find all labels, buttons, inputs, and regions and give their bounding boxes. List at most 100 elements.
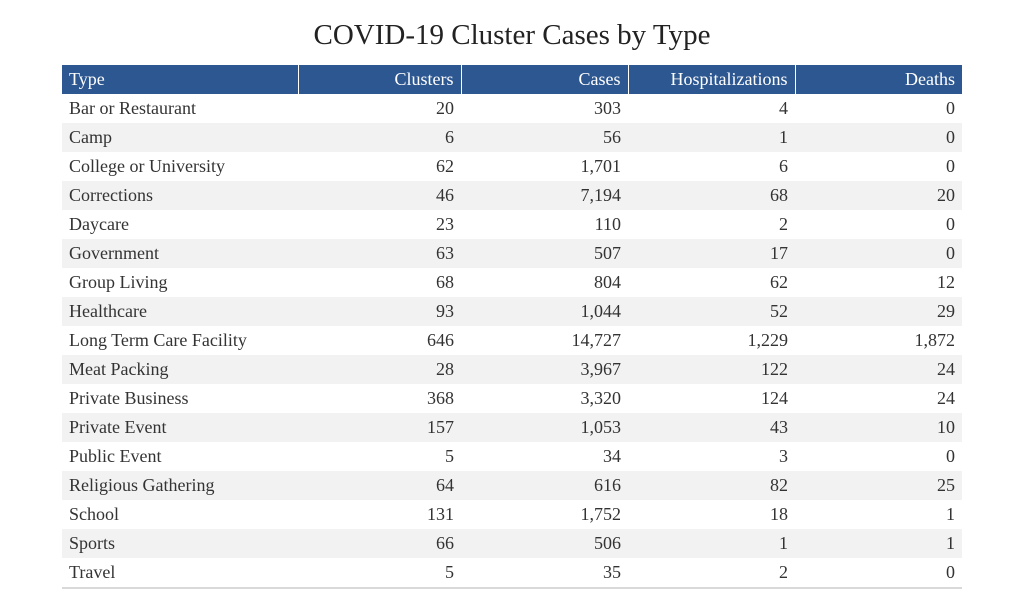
cell-cases: 1,701 xyxy=(461,152,628,181)
cell-clusters: 63 xyxy=(298,239,461,268)
chart-title: COVID-19 Cluster Cases by Type xyxy=(313,19,711,51)
cell-hospitalizations: 62 xyxy=(628,268,795,297)
cell-cases: 1,044 xyxy=(461,297,628,326)
cell-clusters: 64 xyxy=(298,471,461,500)
cell-type: Group Living xyxy=(62,268,298,297)
cell-cases: 1,752 xyxy=(461,500,628,529)
cell-hospitalizations: 17 xyxy=(628,239,795,268)
cell-clusters: 23 xyxy=(298,210,461,239)
table-row: School 131 1,752 18 1 xyxy=(62,500,962,529)
cell-hospitalizations: 1 xyxy=(628,123,795,152)
cell-deaths: 24 xyxy=(795,355,962,384)
cell-deaths: 0 xyxy=(795,152,962,181)
cell-deaths: 0 xyxy=(795,442,962,471)
cell-hospitalizations: 3 xyxy=(628,442,795,471)
cell-deaths: 10 xyxy=(795,413,962,442)
cell-type: Corrections xyxy=(62,181,298,210)
table-row: Daycare 23 110 2 0 xyxy=(62,210,962,239)
cell-type: Public Event xyxy=(62,442,298,471)
cell-cases: 804 xyxy=(461,268,628,297)
column-header-type[interactable]: Type xyxy=(62,65,299,94)
cell-type: Travel xyxy=(62,558,298,589)
cell-deaths: 0 xyxy=(795,123,962,152)
column-header-deaths[interactable]: Deaths xyxy=(795,65,962,94)
cell-type: School xyxy=(62,500,298,529)
cell-hospitalizations: 2 xyxy=(628,558,795,589)
cell-type: Healthcare xyxy=(62,297,298,326)
cell-type: Long Term Care Facility xyxy=(62,326,298,355)
table-row: Private Event 157 1,053 43 10 xyxy=(62,413,962,442)
column-header-cases[interactable]: Cases xyxy=(461,65,629,94)
cell-clusters: 28 xyxy=(298,355,461,384)
cell-cases: 3,320 xyxy=(461,384,628,413)
table-row: Religious Gathering 64 616 82 25 xyxy=(62,471,962,500)
cell-clusters: 46 xyxy=(298,181,461,210)
cluster-table-container: Type Clusters Cases Hospitalizations Dea… xyxy=(62,65,962,589)
cell-type: Meat Packing xyxy=(62,355,298,384)
cell-hospitalizations: 18 xyxy=(628,500,795,529)
cell-deaths: 0 xyxy=(795,558,962,589)
cell-clusters: 5 xyxy=(298,558,461,589)
cell-cases: 56 xyxy=(461,123,628,152)
cell-type: College or University xyxy=(62,152,298,181)
cell-cases: 110 xyxy=(461,210,628,239)
cell-hospitalizations: 124 xyxy=(628,384,795,413)
cell-hospitalizations: 1 xyxy=(628,529,795,558)
cell-deaths: 12 xyxy=(795,268,962,297)
cell-deaths: 1,872 xyxy=(795,326,962,355)
cell-deaths: 20 xyxy=(795,181,962,210)
cell-deaths: 25 xyxy=(795,471,962,500)
cell-clusters: 131 xyxy=(298,500,461,529)
cell-hospitalizations: 122 xyxy=(628,355,795,384)
table-row: Meat Packing 28 3,967 122 24 xyxy=(62,355,962,384)
cell-clusters: 646 xyxy=(298,326,461,355)
cell-type: Bar or Restaurant xyxy=(62,94,298,123)
cell-cases: 303 xyxy=(461,94,628,123)
cell-clusters: 20 xyxy=(298,94,461,123)
cell-deaths: 0 xyxy=(795,239,962,268)
cell-clusters: 6 xyxy=(298,123,461,152)
cell-hospitalizations: 52 xyxy=(628,297,795,326)
cell-hospitalizations: 68 xyxy=(628,181,795,210)
cell-hospitalizations: 1,229 xyxy=(628,326,795,355)
column-header-hospitalizations[interactable]: Hospitalizations xyxy=(628,65,796,94)
cell-type: Private Business xyxy=(62,384,298,413)
cell-deaths: 0 xyxy=(795,210,962,239)
cell-hospitalizations: 82 xyxy=(628,471,795,500)
column-header-clusters[interactable]: Clusters xyxy=(298,65,462,94)
table-body: Bar or Restaurant 20 303 4 0 Camp 6 56 1… xyxy=(62,94,962,589)
cell-clusters: 68 xyxy=(298,268,461,297)
cell-cases: 507 xyxy=(461,239,628,268)
cell-cases: 7,194 xyxy=(461,181,628,210)
table-row: Public Event 5 34 3 0 xyxy=(62,442,962,471)
table-row: Private Business 368 3,320 124 24 xyxy=(62,384,962,413)
cell-deaths: 0 xyxy=(795,94,962,123)
table-header-row: Type Clusters Cases Hospitalizations Dea… xyxy=(62,65,962,94)
cell-type: Camp xyxy=(62,123,298,152)
cell-hospitalizations: 43 xyxy=(628,413,795,442)
cell-cases: 34 xyxy=(461,442,628,471)
cell-deaths: 1 xyxy=(795,500,962,529)
table-row: Corrections 46 7,194 68 20 xyxy=(62,181,962,210)
table-row: Healthcare 93 1,044 52 29 xyxy=(62,297,962,326)
cell-deaths: 29 xyxy=(795,297,962,326)
table-row: Group Living 68 804 62 12 xyxy=(62,268,962,297)
table-row: Government 63 507 17 0 xyxy=(62,239,962,268)
cell-cases: 506 xyxy=(461,529,628,558)
cell-type: Private Event xyxy=(62,413,298,442)
table-row: College or University 62 1,701 6 0 xyxy=(62,152,962,181)
cell-hospitalizations: 4 xyxy=(628,94,795,123)
cell-cases: 3,967 xyxy=(461,355,628,384)
table-row: Long Term Care Facility 646 14,727 1,229… xyxy=(62,326,962,355)
cell-cases: 35 xyxy=(461,558,628,589)
cell-clusters: 157 xyxy=(298,413,461,442)
cell-clusters: 66 xyxy=(298,529,461,558)
cell-deaths: 1 xyxy=(795,529,962,558)
cell-cases: 14,727 xyxy=(461,326,628,355)
table-row: Sports 66 506 1 1 xyxy=(62,529,962,558)
table-row: Bar or Restaurant 20 303 4 0 xyxy=(62,94,962,123)
cell-type: Sports xyxy=(62,529,298,558)
cell-cases: 1,053 xyxy=(461,413,628,442)
cell-clusters: 62 xyxy=(298,152,461,181)
cell-cases: 616 xyxy=(461,471,628,500)
